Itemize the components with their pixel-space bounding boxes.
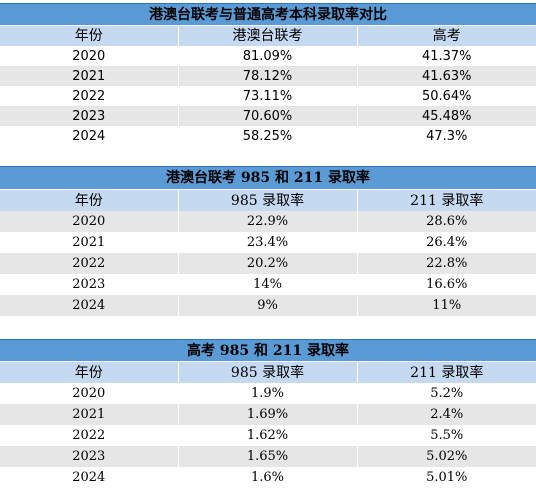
table-row: 2023 14% 16.6%: [0, 274, 536, 295]
cell-value: 26.4%: [357, 232, 536, 253]
table-row: 2021 1.69% 2.4%: [0, 404, 536, 425]
table-title-row: 港澳台联考与普通高考本科录取率对比: [0, 3, 536, 26]
cell-value: 9%: [178, 295, 358, 316]
table-row: 2024 1.6% 5.01%: [0, 467, 536, 488]
cell-value: 70.60%: [178, 106, 358, 126]
column-header-year: 年份: [0, 189, 179, 211]
table-header-row: 年份 985 录取率 211 录取率: [0, 361, 536, 383]
cell-value: 22.8%: [357, 253, 536, 274]
admission-rate-comparison-table: 港澳台联考与普通高考本科录取率对比 年份 港澳台联考 高考 2020 81.09…: [0, 3, 536, 146]
gaokao-985-211-rate-table: 高考 985 和 211 录取率 年份 985 录取率 211 录取率 2020…: [0, 339, 536, 488]
table-row: 2023 1.65% 5.02%: [0, 446, 536, 467]
table-title-row: 高考 985 和 211 录取率: [0, 339, 536, 362]
cell-year: 2022: [0, 425, 179, 446]
cell-year: 2023: [0, 106, 179, 126]
table-row: 2022 1.62% 5.5%: [0, 425, 536, 446]
cell-value: 5.5%: [357, 425, 536, 446]
cell-value: 5.02%: [357, 446, 536, 467]
cell-year: 2023: [0, 446, 179, 467]
table-row: 2020 81.09% 41.37%: [0, 46, 536, 66]
cell-year: 2022: [0, 86, 179, 106]
cell-value: 41.37%: [357, 46, 536, 66]
table-title: 高考 985 和 211 录取率: [0, 339, 536, 362]
column-header-hmt-exam: 港澳台联考: [178, 25, 358, 46]
cell-value: 47.3%: [357, 126, 536, 146]
cell-year: 2020: [0, 383, 179, 404]
cell-value: 45.48%: [357, 106, 536, 126]
table-row: 2021 78.12% 41.63%: [0, 66, 536, 86]
cell-value: 16.6%: [357, 274, 536, 295]
cell-value: 5.2%: [357, 383, 536, 404]
cell-year: 2020: [0, 211, 179, 232]
cell-value: 1.6%: [178, 467, 358, 488]
cell-value: 23.4%: [178, 232, 358, 253]
cell-year: 2020: [0, 46, 179, 66]
cell-year: 2023: [0, 274, 179, 295]
cell-value: 1.69%: [178, 404, 358, 425]
cell-value: 28.6%: [357, 211, 536, 232]
cell-year: 2021: [0, 404, 179, 425]
table-row: 2022 20.2% 22.8%: [0, 253, 536, 274]
table-title-row: 港澳台联考 985 和 211 录取率: [0, 166, 536, 190]
column-header-985-rate: 985 录取率: [178, 189, 358, 211]
cell-year: 2021: [0, 66, 179, 86]
cell-value: 58.25%: [178, 126, 358, 146]
cell-value: 20.2%: [178, 253, 358, 274]
cell-value: 1.65%: [178, 446, 358, 467]
table-title: 港澳台联考 985 和 211 录取率: [0, 166, 536, 190]
column-header-211-rate: 211 录取率: [357, 189, 536, 211]
column-header-year: 年份: [0, 25, 179, 46]
table-title: 港澳台联考与普通高考本科录取率对比: [0, 3, 536, 26]
cell-value: 50.64%: [357, 86, 536, 106]
column-header-year: 年份: [0, 361, 179, 383]
table-header-row: 年份 985 录取率 211 录取率: [0, 189, 536, 211]
cell-value: 11%: [357, 295, 536, 316]
cell-year: 2022: [0, 253, 179, 274]
table-row: 2024 58.25% 47.3%: [0, 126, 536, 146]
table-row: 2023 70.60% 45.48%: [0, 106, 536, 126]
column-header-211-rate: 211 录取率: [357, 361, 536, 383]
cell-value: 1.62%: [178, 425, 358, 446]
table-row: 2024 9% 11%: [0, 295, 536, 316]
column-header-985-rate: 985 录取率: [178, 361, 358, 383]
cell-value: 78.12%: [178, 66, 358, 86]
cell-value: 41.63%: [357, 66, 536, 86]
cell-year: 2021: [0, 232, 179, 253]
cell-value: 81.09%: [178, 46, 358, 66]
cell-value: 73.11%: [178, 86, 358, 106]
cell-value: 5.01%: [357, 467, 536, 488]
cell-value: 1.9%: [178, 383, 358, 404]
table-row: 2020 1.9% 5.2%: [0, 383, 536, 404]
cell-year: 2024: [0, 126, 179, 146]
hmt-985-211-rate-table: 港澳台联考 985 和 211 录取率 年份 985 录取率 211 录取率 2…: [0, 166, 536, 316]
cell-year: 2024: [0, 467, 179, 488]
table-header-row: 年份 港澳台联考 高考: [0, 25, 536, 46]
cell-value: 22.9%: [178, 211, 358, 232]
cell-year: 2024: [0, 295, 179, 316]
cell-value: 14%: [178, 274, 358, 295]
table-row: 2020 22.9% 28.6%: [0, 211, 536, 232]
table-row: 2021 23.4% 26.4%: [0, 232, 536, 253]
cell-value: 2.4%: [357, 404, 536, 425]
column-header-gaokao: 高考: [357, 25, 536, 46]
table-row: 2022 73.11% 50.64%: [0, 86, 536, 106]
